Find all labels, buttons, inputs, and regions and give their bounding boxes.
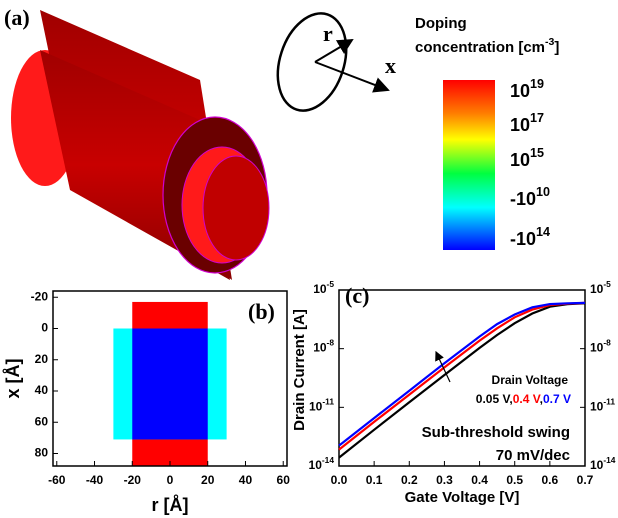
tick-exponent: 14 [536,225,550,239]
y-tick-label: 10-14 [590,455,616,472]
tick-exponent: 15 [530,146,544,160]
tick-base: -10 [510,229,536,249]
y-tick-label: -20 [31,289,49,303]
x-axis-label: r [Å] [152,495,189,515]
colorbar-title: Doping [415,15,467,32]
tick-exponent: -14 [322,455,334,465]
colorbar-title-part: ] [554,39,559,56]
tick-exponent: -11 [603,397,615,407]
tick-base: 10 [309,458,323,472]
legend: 0.05 V,0.4 V,0.7 V [476,392,571,406]
x-tick-label: 0.5 [506,473,523,487]
x-tick-label: 0.0 [331,473,348,487]
y-axis-label: x [Å] [3,359,23,399]
y-tick-label: 0 [41,321,48,335]
tick-base: 10 [510,115,530,135]
x-tick-label: 0 [167,473,174,487]
y-tick-label: 60 [35,414,49,428]
tick-base: 10 [313,282,327,296]
figure: (a)rxDopingconcentration [cm-3]101910171… [0,0,618,518]
annotation: 70 mV/dec [496,447,570,464]
x-tick-label: 40 [239,473,253,487]
panel-label: (c) [345,283,369,308]
x-axis-label: Gate Voltage [V] [405,489,520,506]
y-tick-label: 20 [35,352,49,366]
colorbar-title-exponent: -3 [545,36,554,48]
tick-exponent: 10 [536,185,550,199]
tick-base: 10 [590,341,604,355]
tick-base: 10 [313,341,327,355]
cylinder-render [11,10,269,280]
x-tick-label: -20 [124,473,142,487]
tick-exponent: -14 [603,455,615,465]
colorbar [443,80,495,250]
tick-base: 10 [510,81,530,101]
x-tick-label: -40 [86,473,104,487]
x-tick-label: 0.4 [471,473,488,487]
annotation: Sub-threshold swing [422,424,570,441]
colorbar-title: concentration [cm-3] [415,36,559,56]
x-tick-label: 0.1 [366,473,383,487]
panel-label: (a) [4,5,30,30]
x-tick-label: 0.3 [436,473,453,487]
legend-entry: 0.4 V [513,392,541,406]
y-tick-label: 80 [35,446,49,460]
tick-base: 10 [590,458,604,472]
legend-entry: 0.05 V [476,392,511,406]
x-tick-label: 20 [201,473,215,487]
colorbar-tick-label: -1010 [510,185,550,208]
axis-name: r [323,21,333,46]
tick-exponent: -8 [603,338,611,348]
tick-base: 10 [590,282,604,296]
colorbar-title-part: concentration [cm [415,39,545,56]
tick-base: 10 [510,150,530,170]
tick-exponent: -11 [322,397,334,407]
x-tick-label: 0.6 [542,473,559,487]
y-tick-label: 10-8 [590,338,611,355]
tick-base: -10 [510,189,536,209]
tick-exponent: 17 [530,111,544,125]
colorbar-tick-label: 1015 [510,146,544,169]
tick-base: 10 [590,400,604,414]
x-tick-label: 0.7 [577,473,594,487]
y-axis-label: Drain Current [A] [291,309,308,431]
colorbar-tick-label: 1019 [510,77,544,100]
tick-base: 10 [309,400,323,414]
y-tick-label: 10-8 [313,338,334,355]
y-tick-label: 10-11 [590,397,615,414]
x-tick-label: -60 [48,473,66,487]
y-tick-label: 10-14 [309,455,335,472]
colorbar-tick-label: 1017 [510,111,544,134]
y-tick-label: 10-5 [313,279,334,296]
legend-entry: 0.7 V [543,392,571,406]
x-tick-label: 0.2 [401,473,418,487]
tick-exponent: -5 [603,279,611,289]
legend-title: Drain Voltage [492,373,569,387]
colorbar-tick-label: -1014 [510,225,550,248]
tick-exponent: -8 [327,338,335,348]
tick-exponent: -5 [327,279,335,289]
y-tick-label: 40 [35,383,49,397]
x-tick-label: 60 [277,473,291,487]
y-tick-label: 10-11 [309,397,334,414]
axis-name: x [385,53,396,78]
doping-region [132,329,207,440]
y-tick-label: 10-5 [590,279,611,296]
tick-exponent: 19 [530,77,544,91]
panel-label: (b) [248,299,275,324]
